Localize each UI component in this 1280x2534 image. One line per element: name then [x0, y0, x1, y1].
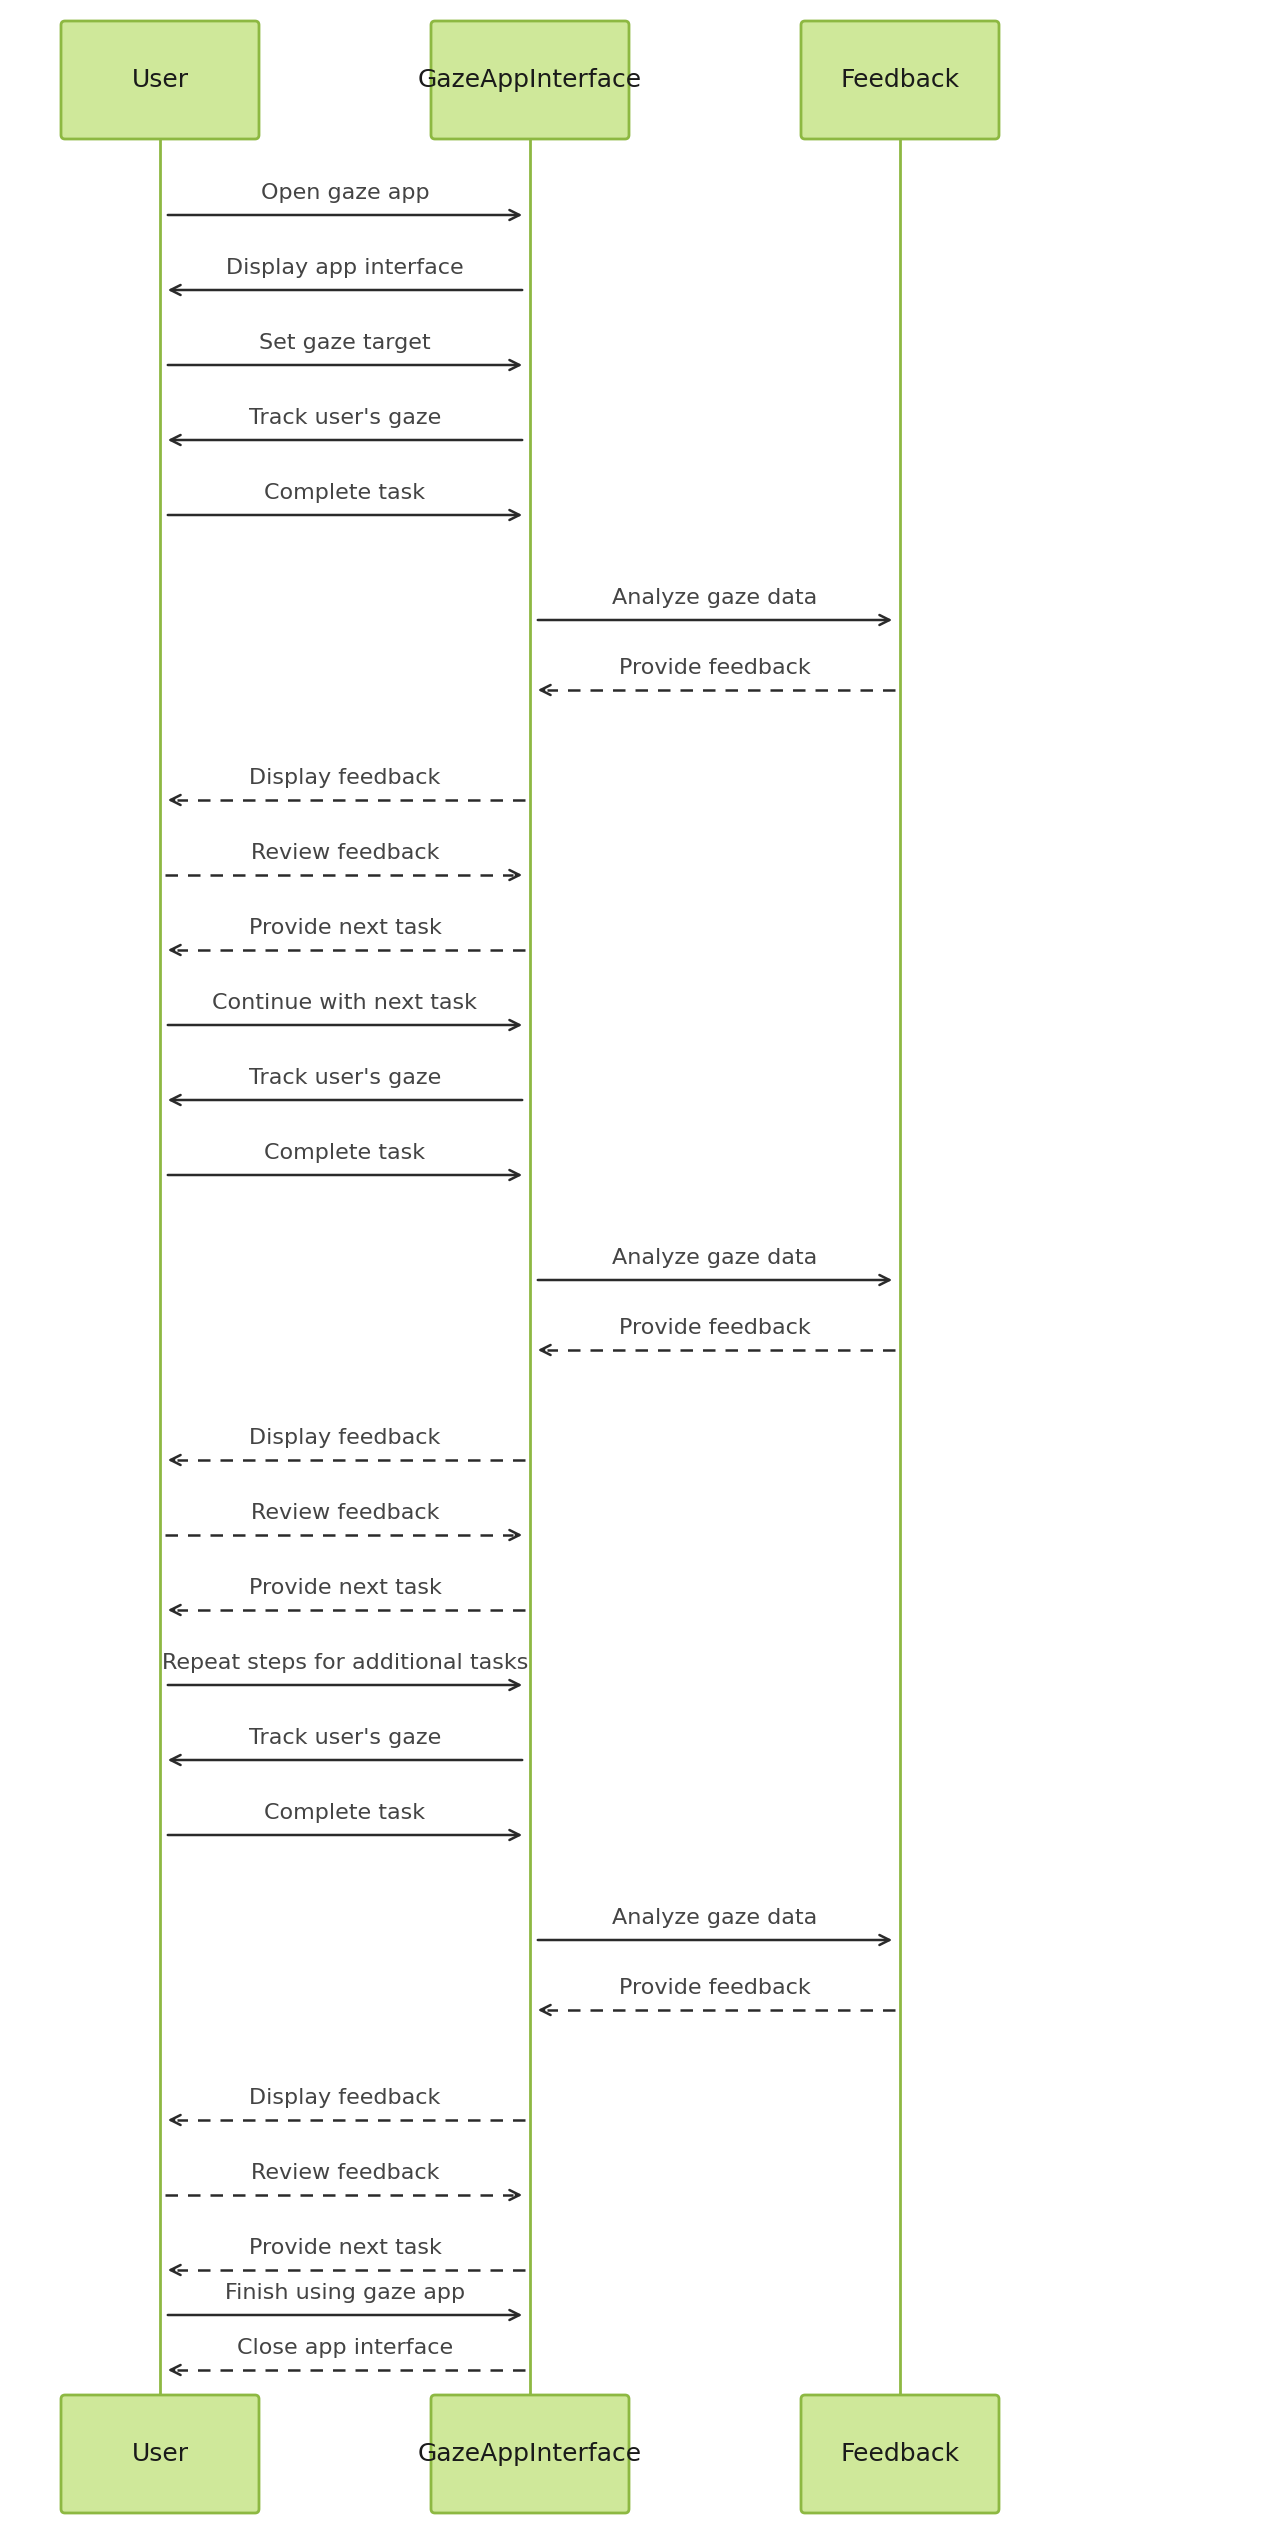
Text: Review feedback: Review feedback: [251, 1503, 439, 1523]
Text: Set gaze target: Set gaze target: [259, 332, 431, 352]
FancyBboxPatch shape: [801, 20, 998, 139]
Text: Track user's gaze: Track user's gaze: [248, 1067, 442, 1087]
Text: Feedback: Feedback: [841, 2443, 960, 2466]
Text: Track user's gaze: Track user's gaze: [248, 408, 442, 428]
Text: Feedback: Feedback: [841, 68, 960, 91]
Text: Complete task: Complete task: [265, 1143, 425, 1163]
Text: Complete task: Complete task: [265, 484, 425, 504]
Text: Provide feedback: Provide feedback: [620, 1318, 810, 1338]
Text: User: User: [132, 68, 188, 91]
Text: Analyze gaze data: Analyze gaze data: [612, 1908, 818, 1928]
Text: Provide next task: Provide next task: [248, 1579, 442, 1599]
FancyBboxPatch shape: [61, 20, 259, 139]
Text: Continue with next task: Continue with next task: [212, 993, 477, 1014]
Text: Display feedback: Display feedback: [250, 2088, 440, 2108]
Text: Provide feedback: Provide feedback: [620, 1979, 810, 1997]
Text: GazeAppInterface: GazeAppInterface: [419, 68, 643, 91]
FancyBboxPatch shape: [801, 2395, 998, 2514]
Text: Review feedback: Review feedback: [251, 2164, 439, 2182]
Text: Provide next task: Provide next task: [248, 917, 442, 938]
Text: Analyze gaze data: Analyze gaze data: [612, 1249, 818, 1267]
FancyBboxPatch shape: [431, 2395, 628, 2514]
Text: Finish using gaze app: Finish using gaze app: [225, 2283, 465, 2303]
Text: Provide feedback: Provide feedback: [620, 659, 810, 679]
Text: User: User: [132, 2443, 188, 2466]
Text: Review feedback: Review feedback: [251, 844, 439, 864]
Text: Close app interface: Close app interface: [237, 2339, 453, 2359]
Text: Complete task: Complete task: [265, 1804, 425, 1822]
Text: Display feedback: Display feedback: [250, 1429, 440, 1447]
FancyBboxPatch shape: [431, 20, 628, 139]
Text: Open gaze app: Open gaze app: [261, 182, 429, 203]
Text: Track user's gaze: Track user's gaze: [248, 1728, 442, 1748]
Text: Repeat steps for additional tasks: Repeat steps for additional tasks: [161, 1652, 529, 1672]
Text: Provide next task: Provide next task: [248, 2238, 442, 2258]
FancyBboxPatch shape: [61, 2395, 259, 2514]
Text: Display feedback: Display feedback: [250, 768, 440, 788]
Text: GazeAppInterface: GazeAppInterface: [419, 2443, 643, 2466]
Text: Analyze gaze data: Analyze gaze data: [612, 588, 818, 608]
Text: Display app interface: Display app interface: [227, 258, 463, 279]
